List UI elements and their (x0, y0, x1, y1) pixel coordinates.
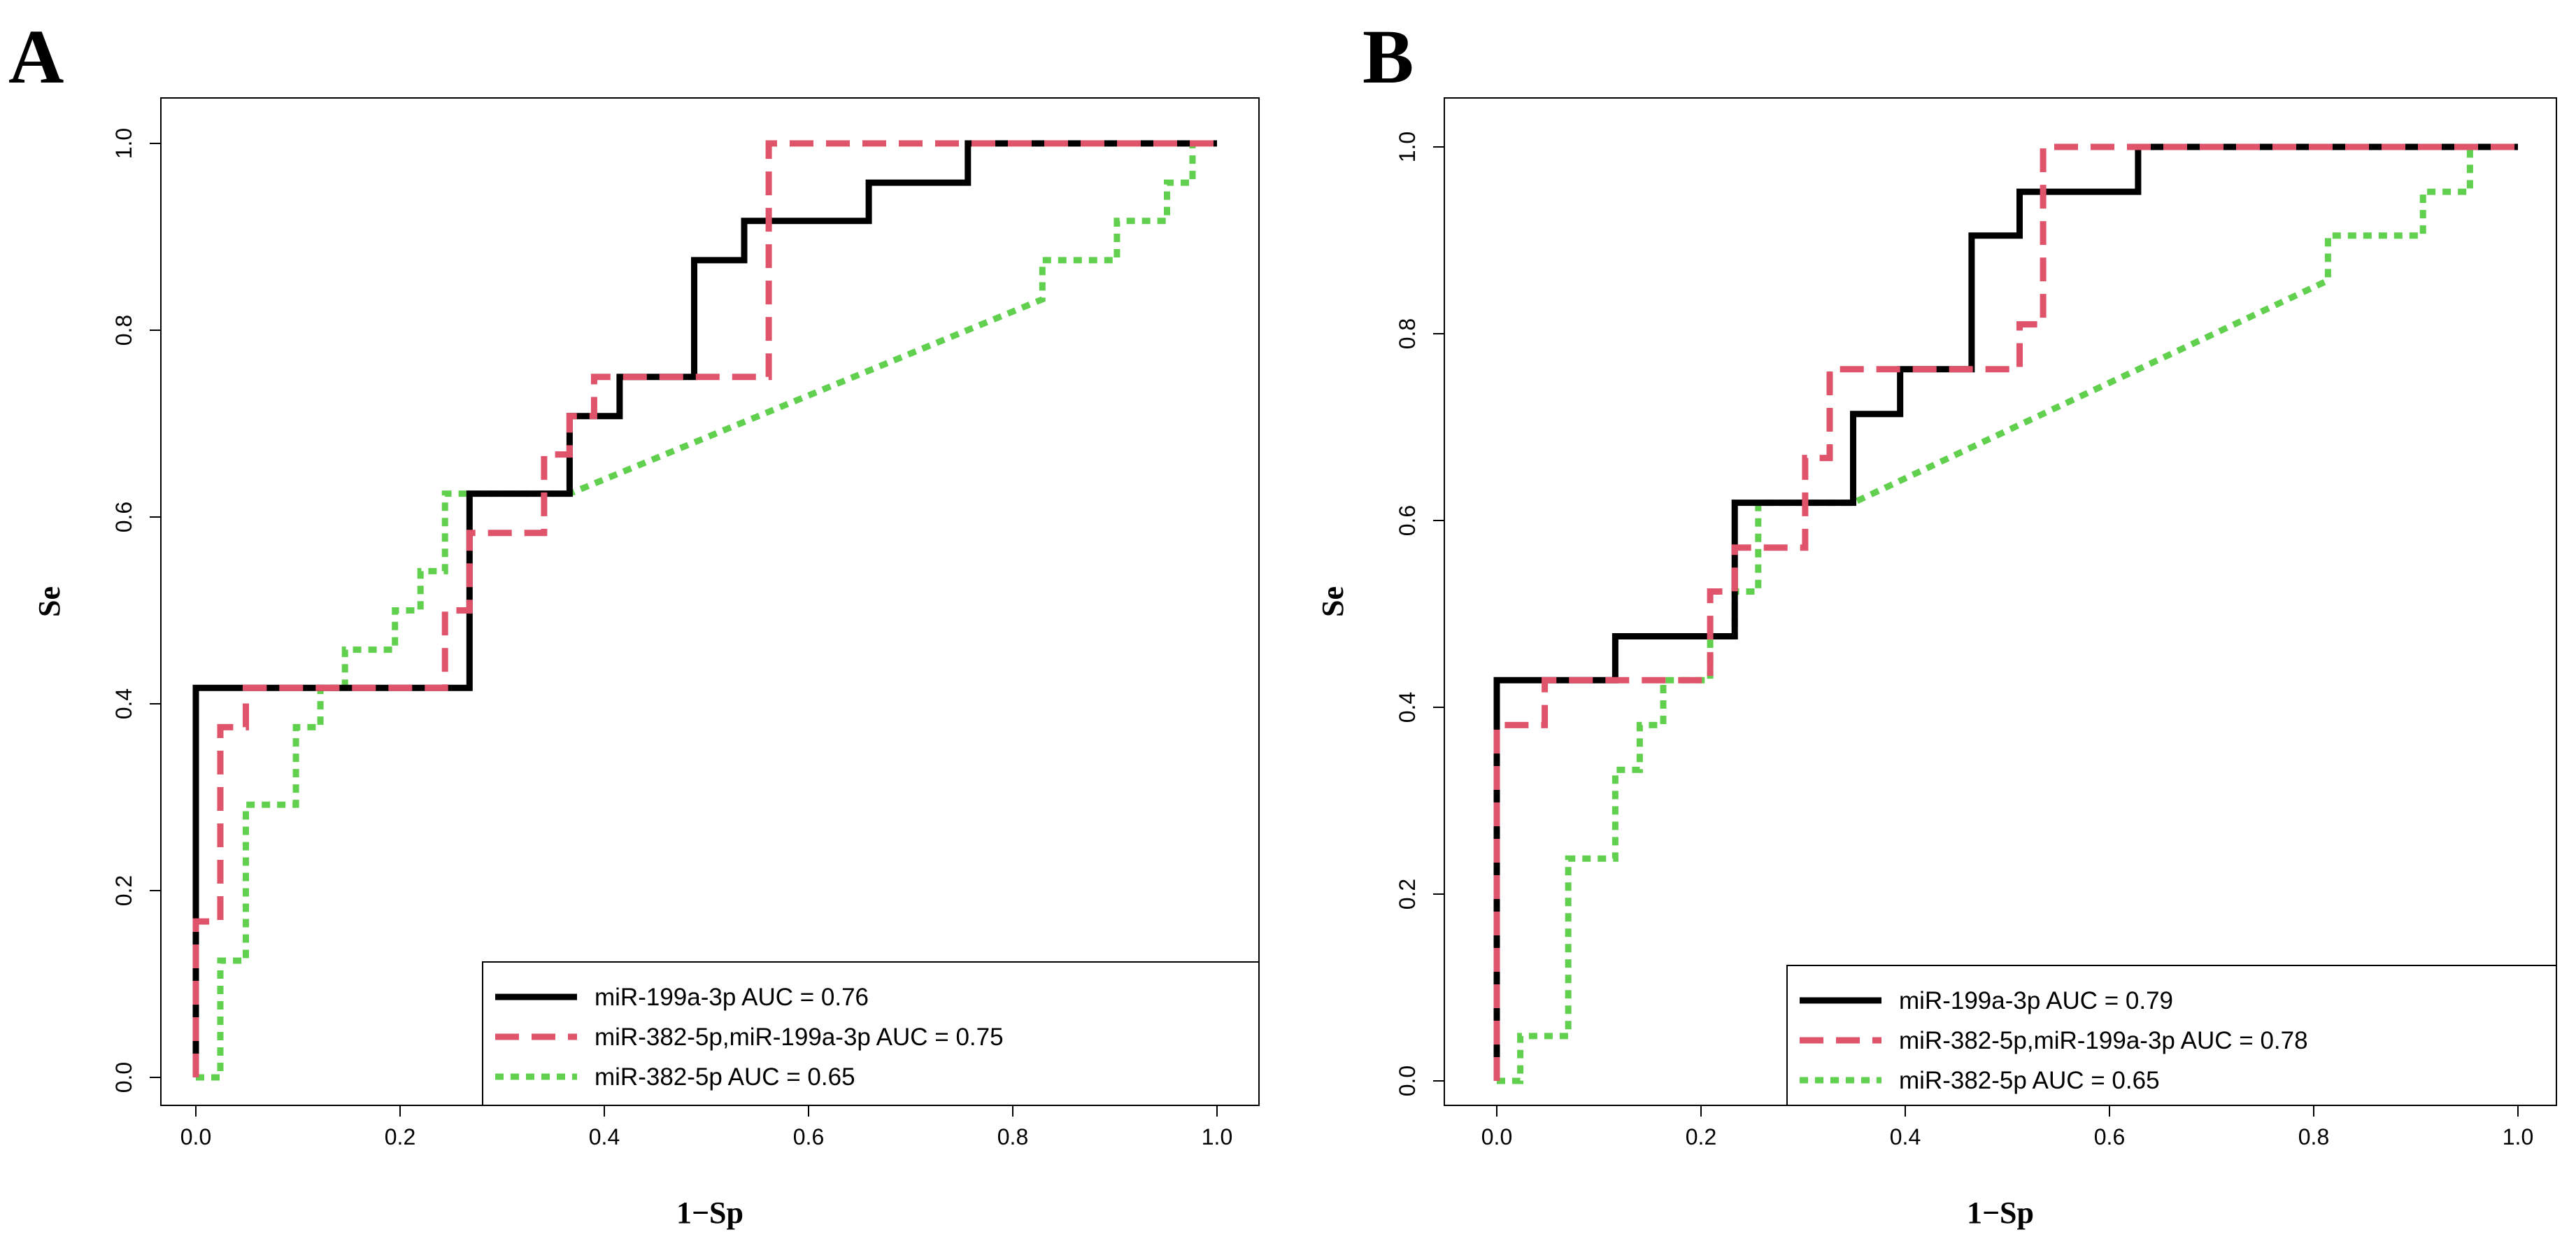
x-tick-label: 0.4 (589, 1124, 620, 1149)
y-tick-label: 0.0 (111, 1062, 136, 1093)
x-axis-title: 1−Sp (1967, 1196, 2034, 1230)
x-tick-label: 0.6 (793, 1124, 824, 1149)
x-tick-label: 0.4 (1890, 1124, 1921, 1149)
plot-frame (1444, 97, 2557, 1106)
roc-curve-dashed (1493, 143, 2518, 1081)
y-axis-title: Se (1316, 586, 1350, 617)
x-tick-label: 0.2 (1686, 1124, 1716, 1149)
x-tick-label: 0.0 (1481, 1124, 1512, 1149)
roc-curve-dashed (192, 140, 1217, 1077)
x-tick-label: 1.0 (1202, 1124, 1232, 1149)
y-tick-label: 1.0 (111, 128, 136, 159)
roc-curve-dotted (1497, 143, 2518, 1084)
y-axis-title: Se (32, 586, 66, 617)
legend-box (1786, 965, 2557, 1106)
legend-entry: miR-382-5p,miR-199a-3p AUC = 0.75 (595, 1024, 1004, 1051)
y-tick-label: 0.8 (111, 315, 136, 346)
x-tick-label: 0.2 (385, 1124, 415, 1149)
y-tick-label: 0.2 (1395, 879, 1420, 909)
y-tick-label: 0.6 (111, 502, 136, 532)
y-tick-label: 0.0 (1395, 1066, 1420, 1096)
roc-panel-a: A 0.0 0.2 0.4 0.6 0.8 1.0 0.0 0.2 0.4 0.6 0.8 1.0 1−S… (8, 14, 1260, 1230)
plot-frame (160, 97, 1260, 1106)
y-tick-label: 0.4 (111, 688, 136, 719)
legend-box (482, 961, 1260, 1106)
x-axis-title: 1−Sp (676, 1196, 743, 1230)
x-tick-label: 0.6 (2094, 1124, 2125, 1149)
y-tick-label: 0.6 (1395, 505, 1420, 536)
y-tick-label: 0.4 (1395, 692, 1420, 723)
roc-curve-solid (1493, 143, 2518, 1081)
panel-label: B (1362, 14, 1414, 99)
y-tick-label: 0.2 (111, 875, 136, 906)
roc-curve-dotted (196, 140, 1217, 1081)
legend-entry: miR-382-5p AUC = 0.65 (1899, 1067, 2160, 1094)
y-tick-label: 1.0 (1395, 132, 1420, 162)
y-tick-label: 0.8 (1395, 318, 1420, 349)
roc-curve-solid (192, 140, 1217, 1077)
roc-panel-b: B 0.0 0.2 0.4 0.6 0.8 1.0 0.0 0.2 0.4 0.6 0.8 1.0 1−S… (1316, 14, 2557, 1230)
legend-entry: miR-382-5p,miR-199a-3p AUC = 0.78 (1899, 1027, 2308, 1054)
legend-entry: miR-199a-3p AUC = 0.79 (1899, 987, 2173, 1014)
x-tick-label: 0.8 (997, 1124, 1028, 1149)
legend-entry: miR-382-5p AUC = 0.65 (595, 1063, 855, 1091)
panel-label: A (8, 14, 64, 99)
x-tick-label: 0.0 (180, 1124, 211, 1149)
legend-entry: miR-199a-3p AUC = 0.76 (595, 984, 869, 1011)
x-tick-label: 1.0 (2503, 1124, 2533, 1149)
x-tick-label: 0.8 (2298, 1124, 2329, 1149)
